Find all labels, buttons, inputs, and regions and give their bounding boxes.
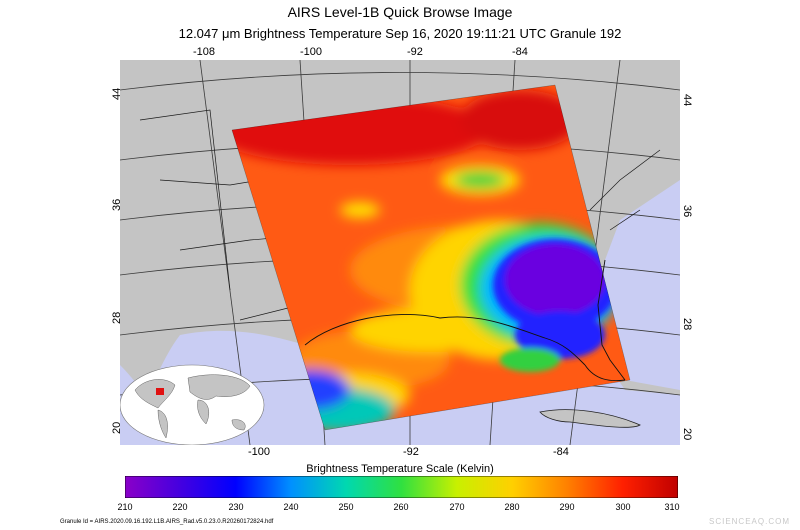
colorbar-tick: 310 [664,502,680,512]
lon-tick-top-4: -84 [512,46,528,58]
colorbar-tick: 290 [559,502,575,512]
colorbar-gradient [125,476,678,498]
satellite-map [120,60,680,445]
lat-tick-right-4: 20 [681,428,693,441]
cuba-landmass [539,409,641,428]
colorbar-tick: 280 [504,502,520,512]
colorbar-tick: 210 [117,502,133,512]
lon-tick-top-3: -92 [407,46,423,58]
colorbar-tick: 220 [172,502,188,512]
colorbar-tick: 260 [393,502,409,512]
page-title: AIRS Level-1B Quick Browse Image [287,4,513,20]
watermark: SCIENCEAQ.COM [708,517,790,526]
lon-tick-bottom-1: -100 [248,446,271,458]
coastlines [304,259,626,382]
granule-id: Granule Id = AIRS.2020.09.16.192.L1B.AIR… [60,519,274,525]
page-subtitle: 12.047 μm Brightness Temperature Sep 16,… [178,26,622,41]
world-inset-map [120,364,265,445]
lat-tick-right-3: 28 [681,318,693,331]
colorbar-tick: 250 [338,502,354,512]
lat-tick-right-2: 36 [681,205,693,218]
colorbar-tick: 240 [283,502,299,512]
colorbar-tick: 230 [228,502,244,512]
lon-tick-top-2: -100 [300,46,323,58]
lon-tick-bottom-3: -84 [553,446,569,458]
colorbar-title: Brightness Temperature Scale (Kelvin) [306,463,494,475]
colorbar [125,476,678,498]
lat-tick-right-1: 44 [681,94,693,107]
lon-tick-bottom-2: -92 [403,446,419,458]
colorbar-tick: 300 [615,502,631,512]
lon-tick-top-1: -108 [193,46,216,58]
colorbar-tick: 270 [449,502,465,512]
